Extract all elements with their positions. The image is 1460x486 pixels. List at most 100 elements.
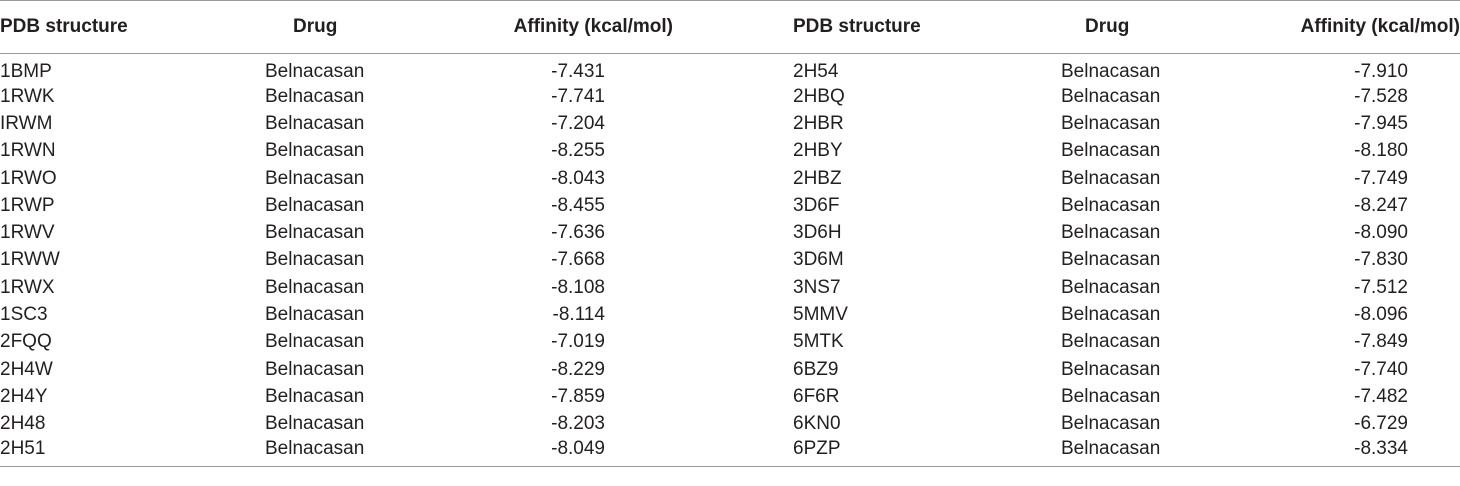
pdb-structure-cell: 2H48 bbox=[0, 413, 46, 435]
table-header: PDB structure Drug Affinity (kcal/mol) P… bbox=[0, 0, 1460, 54]
affinity-cell: -6.729 bbox=[1354, 413, 1408, 435]
pdb-structure-cell: 1BMP bbox=[0, 61, 52, 82]
drug-cell: Belnacasan bbox=[1061, 276, 1161, 298]
affinity-cell: -8.049 bbox=[551, 437, 605, 459]
header-drug-left: Drug bbox=[293, 16, 338, 37]
drug-cell: Belnacasan bbox=[1061, 331, 1161, 353]
table-row: 1RWP Belnacasan -8.455 3D6F Belnacasan -8.247 bbox=[0, 192, 1460, 219]
affinity-cell: -7.019 bbox=[551, 331, 605, 353]
pdb-structure-cell: 1RWW bbox=[0, 249, 60, 271]
affinity-cell: -7.830 bbox=[1354, 249, 1408, 271]
pdb-structure-cell: 2HBQ bbox=[793, 85, 845, 107]
pdb-structure-cell: 1RWX bbox=[0, 276, 55, 298]
affinity-cell: -7.741 bbox=[551, 85, 605, 107]
affinity-cell: -7.849 bbox=[1354, 331, 1408, 353]
affinity-cell: -8.108 bbox=[551, 276, 605, 298]
pdb-structure-cell: IRWM bbox=[0, 112, 53, 134]
pdb-structure-cell: 5MTK bbox=[793, 331, 844, 353]
drug-cell: Belnacasan bbox=[1061, 112, 1161, 134]
drug-cell: Belnacasan bbox=[1061, 413, 1161, 435]
drug-cell: Belnacasan bbox=[1061, 61, 1161, 82]
pdb-structure-cell: 6BZ9 bbox=[793, 358, 839, 380]
drug-cell: Belnacasan bbox=[265, 222, 365, 244]
affinity-cell: -8.247 bbox=[1354, 194, 1408, 216]
table-row: 1RWV Belnacasan -7.636 3D6H Belnacasan -8.090 bbox=[0, 219, 1460, 246]
affinity-table: PDB structure Drug Affinity (kcal/mol) P… bbox=[0, 0, 1460, 467]
drug-cell: Belnacasan bbox=[1061, 358, 1161, 380]
header-affinity-right: Affinity (kcal/mol) bbox=[1300, 16, 1460, 37]
pdb-structure-cell: 2H4W bbox=[0, 358, 53, 380]
pdb-structure-cell: 1RWP bbox=[0, 194, 55, 216]
affinity-cell: -7.528 bbox=[1354, 85, 1408, 107]
pdb-structure-cell: 1RWV bbox=[0, 222, 55, 244]
drug-cell: Belnacasan bbox=[265, 413, 365, 435]
affinity-cell: -8.255 bbox=[551, 140, 605, 162]
affinity-cell: -7.482 bbox=[1354, 385, 1408, 407]
drug-cell: Belnacasan bbox=[265, 437, 365, 459]
table-row: 1RWN Belnacasan -8.255 2HBY Belnacasan -8.180 bbox=[0, 138, 1460, 165]
affinity-cell: -7.636 bbox=[551, 222, 605, 244]
header-drug-right: Drug bbox=[1085, 16, 1130, 37]
drug-cell: Belnacasan bbox=[1061, 222, 1161, 244]
affinity-cell: -8.203 bbox=[551, 413, 605, 435]
affinity-cell: -8.455 bbox=[551, 194, 605, 216]
affinity-cell: -7.740 bbox=[1354, 358, 1408, 380]
table-row: 1RWO Belnacasan -8.043 2HBZ Belnacasan -7.749 bbox=[0, 165, 1460, 192]
drug-cell: Belnacasan bbox=[265, 194, 365, 216]
table-body: 1BMP Belnacasan -7.431 2H54 Belnacasan -7.910… bbox=[0, 54, 1460, 467]
affinity-cell: -7.945 bbox=[1354, 112, 1408, 134]
pdb-structure-cell: 2HBY bbox=[793, 140, 843, 162]
pdb-structure-cell: 3D6H bbox=[793, 222, 842, 244]
pdb-structure-cell: 1SC3 bbox=[0, 304, 48, 326]
drug-cell: Belnacasan bbox=[265, 85, 365, 107]
affinity-cell: -8.114 bbox=[552, 304, 605, 326]
affinity-cell: -8.229 bbox=[551, 358, 605, 380]
table-row: IRWM Belnacasan -7.204 2HBR Belnacasan -7.945 bbox=[0, 110, 1460, 137]
table-row: 1BMP Belnacasan -7.431 2H54 Belnacasan -7.910 bbox=[0, 54, 1460, 84]
pdb-structure-cell: 2HBR bbox=[793, 112, 844, 134]
drug-cell: Belnacasan bbox=[265, 249, 365, 271]
affinity-cell: -8.096 bbox=[1354, 304, 1408, 326]
table-row: 2FQQ Belnacasan -7.019 5MTK Belnacasan -7.849 bbox=[0, 329, 1460, 356]
drug-cell: Belnacasan bbox=[265, 385, 365, 407]
pdb-structure-cell: 1RWN bbox=[0, 140, 56, 162]
affinity-cell: -8.043 bbox=[551, 167, 605, 189]
affinity-cell: -7.749 bbox=[1354, 167, 1408, 189]
header-pdb-structure-right: PDB structure bbox=[793, 16, 921, 37]
table-row: 1RWX Belnacasan -8.108 3NS7 Belnacasan -7.512 bbox=[0, 274, 1460, 301]
drug-cell: Belnacasan bbox=[1061, 85, 1161, 107]
pdb-structure-cell: 3D6F bbox=[793, 194, 840, 216]
pdb-structure-cell: 2H54 bbox=[793, 61, 839, 82]
drug-cell: Belnacasan bbox=[265, 358, 365, 380]
drug-cell: Belnacasan bbox=[1061, 249, 1161, 271]
pdb-structure-cell: 6F6R bbox=[793, 385, 840, 407]
pdb-structure-cell: 1RWK bbox=[0, 85, 55, 107]
affinity-cell: -7.910 bbox=[1354, 61, 1408, 82]
affinity-cell: -7.512 bbox=[1354, 276, 1408, 298]
header-affinity-left: Affinity (kcal/mol) bbox=[513, 16, 673, 37]
drug-cell: Belnacasan bbox=[265, 140, 365, 162]
pdb-structure-cell: 2H4Y bbox=[0, 385, 48, 407]
affinity-cell: -7.859 bbox=[551, 385, 605, 407]
pdb-structure-cell: 3NS7 bbox=[793, 276, 841, 298]
pdb-structure-cell: 2FQQ bbox=[0, 331, 52, 353]
drug-cell: Belnacasan bbox=[265, 112, 365, 134]
table-row: 2H48 Belnacasan -8.203 6KN0 Belnacasan -6.729 bbox=[0, 411, 1460, 438]
table-row: 1RWW Belnacasan -7.668 3D6M Belnacasan -7.830 bbox=[0, 247, 1460, 274]
pdb-structure-cell: 6KN0 bbox=[793, 413, 841, 435]
drug-cell: Belnacasan bbox=[265, 331, 365, 353]
drug-cell: Belnacasan bbox=[265, 167, 365, 189]
drug-cell: Belnacasan bbox=[1061, 140, 1161, 162]
pdb-structure-cell: 5MMV bbox=[793, 304, 848, 326]
drug-cell: Belnacasan bbox=[1061, 437, 1161, 459]
table-row: 1RWK Belnacasan -7.741 2HBQ Belnacasan -7.528 bbox=[0, 83, 1460, 110]
affinity-cell: -8.180 bbox=[1354, 140, 1408, 162]
pdb-structure-cell: 1RWO bbox=[0, 167, 57, 189]
drug-cell: Belnacasan bbox=[1061, 167, 1161, 189]
header-row: PDB structure Drug Affinity (kcal/mol) P… bbox=[0, 0, 1460, 54]
affinity-cell: -7.668 bbox=[551, 249, 605, 271]
pdb-structure-cell: 6PZP bbox=[793, 437, 841, 459]
drug-cell: Belnacasan bbox=[265, 61, 365, 82]
drug-cell: Belnacasan bbox=[1061, 304, 1161, 326]
table-row: 2H4W Belnacasan -8.229 6BZ9 Belnacasan -7.740 bbox=[0, 356, 1460, 383]
